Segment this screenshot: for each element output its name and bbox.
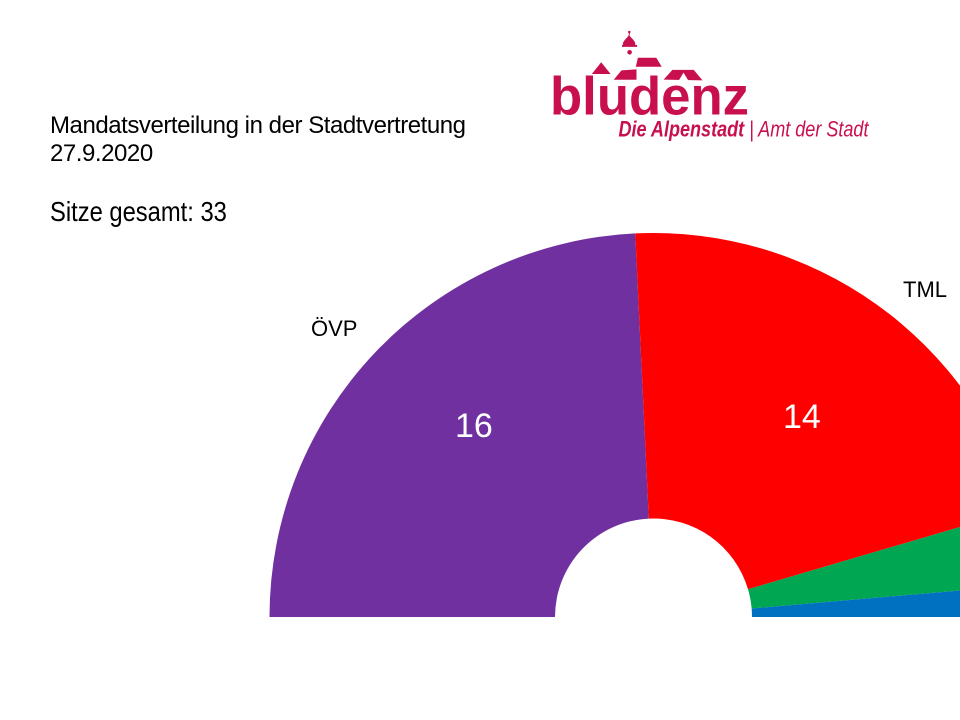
svg-text:bludenz: bludenz	[550, 66, 749, 126]
svg-text:Die Alpenstadt | Amt der Stadt: Die Alpenstadt | Amt der Stadt	[619, 117, 870, 142]
